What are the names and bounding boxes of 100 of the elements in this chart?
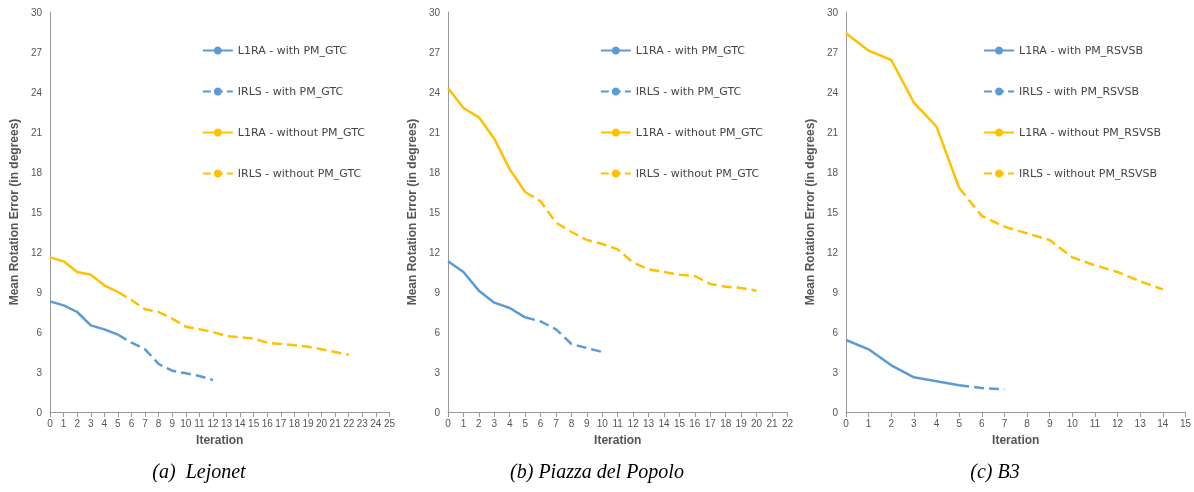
x-tick-label: 11: [1089, 417, 1101, 429]
x-tick-label: 3: [491, 417, 498, 429]
x-tick-label: 15: [248, 417, 260, 429]
x-tick-label: 2: [888, 417, 895, 429]
x-tick-label: 9: [169, 417, 176, 429]
x-tick-label: 20: [315, 417, 328, 429]
x-tick-label: 10: [596, 417, 609, 429]
x-tick-label: 1: [460, 417, 467, 429]
x-tick-label: 7: [553, 417, 560, 429]
y-axis-title: Mean Rotation Error (in degrees): [405, 118, 419, 306]
x-tick-label: 4: [933, 417, 940, 429]
y-tick-label: 27: [826, 46, 839, 58]
legend-label: L1RA - with PM_RSVSB: [1019, 44, 1143, 57]
x-tick-label: 23: [356, 417, 369, 429]
x-tick-label: 9: [1046, 417, 1053, 429]
y-tick-label: 12: [30, 246, 43, 258]
y-tick-label: 6: [434, 326, 441, 338]
x-tick-label: 13: [643, 417, 655, 429]
x-tick-label: 2: [476, 417, 483, 429]
x-tick-label: 5: [522, 417, 529, 429]
y-tick-label: 24: [428, 86, 441, 98]
y-tick-label: 9: [832, 286, 839, 298]
x-axis-title: Iteration: [196, 433, 244, 447]
y-tick-label: 27: [30, 46, 43, 58]
text: (c) B3: [970, 460, 1020, 483]
x-tick-label: 14: [234, 417, 247, 429]
y-tick-label: 21: [826, 126, 839, 138]
x-tick-label: 9: [584, 417, 591, 429]
y-tick-label: 0: [832, 406, 839, 418]
x-tick-label: 18: [288, 417, 301, 429]
y-tick-label: 3: [36, 366, 43, 378]
x-tick-label: 6: [979, 417, 986, 429]
y-axis-title: Mean Rotation Error (in degrees): [7, 118, 21, 306]
x-tick-label: 25: [383, 417, 396, 429]
y-tick-label: 21: [428, 126, 441, 138]
x-tick-label: 12: [207, 417, 219, 429]
x-tick-label: 4: [506, 417, 513, 429]
y-tick-label: 30: [826, 6, 839, 18]
y-tick-label: 24: [30, 86, 43, 98]
legend-label: IRLS - with PM_GTC: [635, 85, 742, 98]
legend-label: IRLS - with PM_GTC: [237, 85, 344, 98]
x-axis-title: Iteration: [594, 433, 642, 447]
y-tick-label: 3: [434, 366, 441, 378]
y-tick-label: 12: [428, 246, 441, 258]
x-tick-label: 8: [568, 417, 575, 429]
x-tick-label: 19: [735, 417, 748, 429]
y-tick-label: 15: [428, 206, 441, 218]
legend-label: IRLS - without PM_GTC: [635, 167, 760, 180]
x-tick-label: 10: [1066, 417, 1079, 429]
x-tick-label: 3: [911, 417, 918, 429]
x-tick-label: 16: [689, 417, 701, 429]
x-tick-label: 8: [155, 417, 162, 429]
y-tick-label: 6: [832, 326, 839, 338]
y-tick-label: 18: [826, 166, 839, 178]
x-tick-label: 1: [865, 417, 872, 429]
y-tick-label: 30: [428, 6, 441, 18]
x-axis-title: Iteration: [992, 433, 1040, 447]
x-tick-label: 17: [275, 417, 287, 429]
x-tick-label: 22: [343, 417, 355, 429]
x-tick-label: 15: [1179, 417, 1192, 429]
legend-label: L1RA - without PM_GTC: [635, 126, 764, 139]
x-tick-label: 14: [658, 417, 671, 429]
x-tick-label: 16: [261, 417, 274, 429]
legend-label: IRLS - with PM_RSVSB: [1019, 85, 1140, 98]
x-tick-label: 21: [329, 417, 342, 429]
x-tick-label: 15: [673, 417, 686, 429]
legend-label: L1RA - with PM_GTC: [237, 44, 348, 57]
legend-label: L1RA - without PM_GTC: [237, 126, 366, 139]
x-tick-label: 11: [194, 417, 205, 429]
legend-label: IRLS - without PM_RSVSB: [1019, 167, 1158, 180]
x-tick-label: 1: [60, 417, 67, 429]
y-tick-label: 18: [428, 166, 441, 178]
y-axis-title: Mean Rotation Error (in degrees): [803, 118, 817, 306]
legend-label: L1RA - without PM_RSVSB: [1019, 126, 1162, 139]
x-tick-label: 21: [766, 417, 779, 429]
x-tick-label: 13: [220, 417, 233, 429]
x-tick-label: 4: [101, 417, 108, 429]
y-tick-label: 27: [428, 46, 441, 58]
y-tick-label: 6: [36, 326, 43, 338]
y-tick-label: 24: [826, 86, 839, 98]
y-tick-label: 9: [36, 286, 43, 298]
y-tick-label: 0: [434, 406, 441, 418]
y-tick-label: 30: [30, 6, 43, 18]
y-tick-label: 12: [826, 246, 839, 258]
x-tick-label: 2: [74, 417, 81, 429]
x-tick-label: 14: [1157, 417, 1169, 429]
legend-label: IRLS - without PM_GTC: [237, 167, 362, 180]
x-tick-label: 10: [180, 417, 192, 429]
x-tick-label: 22: [781, 417, 794, 429]
x-tick-label: 7: [142, 417, 149, 429]
y-tick-label: 3: [832, 366, 839, 378]
x-tick-label: 11: [612, 417, 624, 429]
x-tick-label: 17: [704, 417, 717, 429]
x-tick-label: 3: [87, 417, 94, 429]
y-tick-label: 9: [434, 286, 441, 298]
text: (a) Lejonet: [152, 460, 247, 483]
x-tick-label: 6: [537, 417, 544, 429]
x-tick-label: 20: [751, 417, 763, 429]
x-tick-label: 18: [720, 417, 732, 429]
x-tick-label: 5: [956, 417, 963, 429]
